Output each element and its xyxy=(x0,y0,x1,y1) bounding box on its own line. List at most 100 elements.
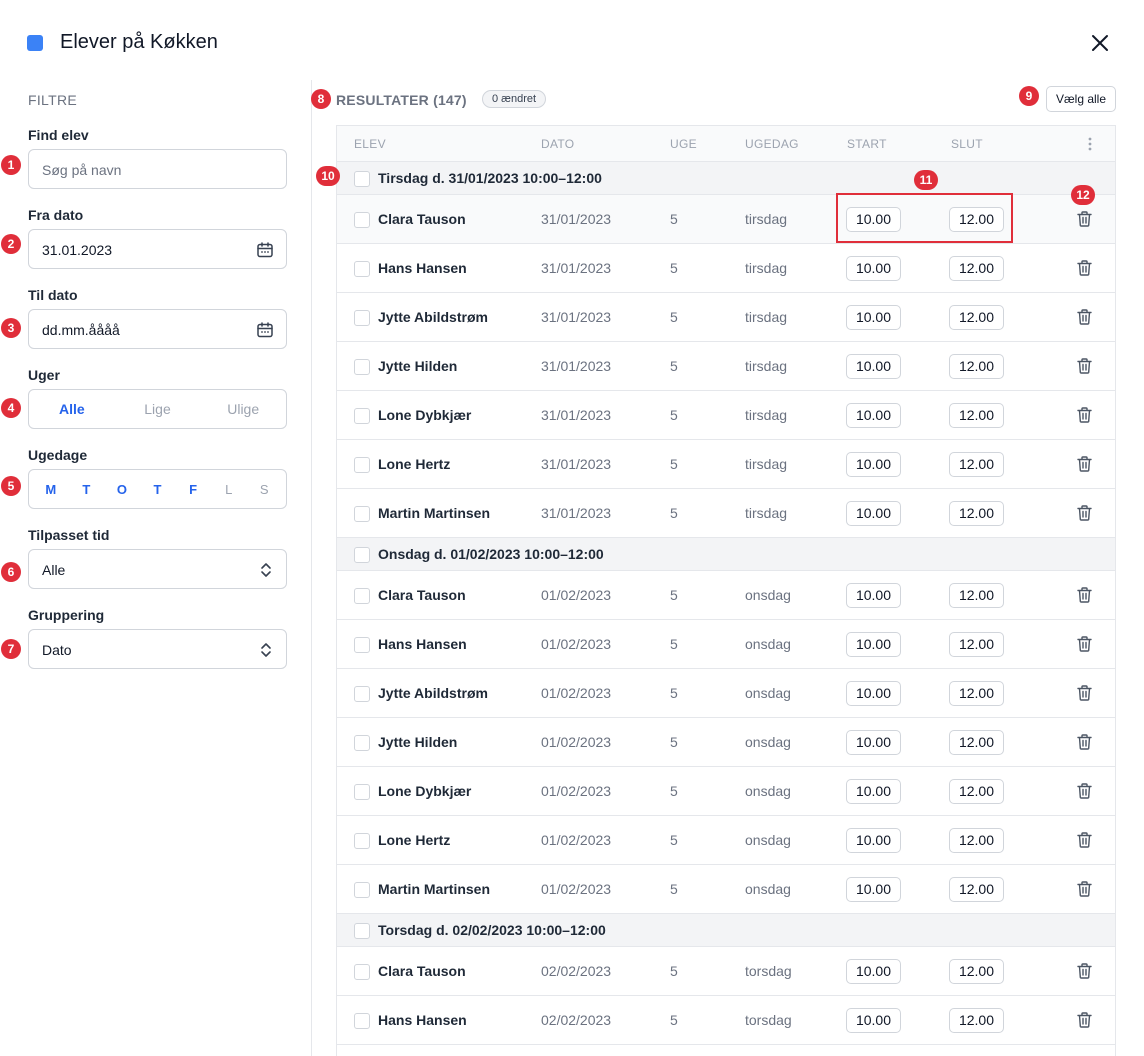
row-checkbox[interactable] xyxy=(354,310,370,326)
end-time-input[interactable]: 12.00 xyxy=(949,207,1004,232)
trash-icon[interactable] xyxy=(1076,962,1093,985)
start-time-input[interactable]: 10.00 xyxy=(846,256,901,281)
row-checkbox[interactable] xyxy=(354,964,370,980)
table-row[interactable]: Jytte Hilden 01/02/2023 5 onsdag 10.00 12.00 xyxy=(337,718,1115,767)
trash-icon[interactable] xyxy=(1076,357,1093,380)
end-time-input[interactable]: 12.00 xyxy=(949,730,1004,755)
end-time-input[interactable]: 12.00 xyxy=(949,632,1004,657)
group-checkbox[interactable] xyxy=(354,171,370,187)
start-time-input[interactable]: 10.00 xyxy=(846,501,901,526)
weekday-friday[interactable]: F xyxy=(189,481,198,497)
weekday-sunday[interactable]: S xyxy=(259,481,269,497)
table-row[interactable]: Lone Dybkjær 31/01/2023 5 tirsdag 10.00 12.00 xyxy=(337,391,1115,440)
column-header-student[interactable]: ELEV xyxy=(354,137,386,151)
end-time-input[interactable]: 12.00 xyxy=(949,354,1004,379)
end-time-input[interactable]: 12.00 xyxy=(949,779,1004,804)
trash-icon[interactable] xyxy=(1076,733,1093,756)
end-time-input[interactable]: 12.00 xyxy=(949,959,1004,984)
start-time-input[interactable]: 10.00 xyxy=(846,583,901,608)
adjusted-time-select[interactable]: Alle xyxy=(28,549,287,589)
table-row[interactable]: Jytte Abildstrøm 31/01/2023 5 tirsdag 10.00 1… xyxy=(337,293,1115,342)
end-time-input[interactable]: 12.00 xyxy=(949,583,1004,608)
trash-icon[interactable] xyxy=(1076,259,1093,282)
group-checkbox[interactable] xyxy=(354,547,370,563)
row-checkbox[interactable] xyxy=(354,506,370,522)
weekday-tuesday[interactable]: T xyxy=(82,481,91,497)
to-date-field[interactable]: dd.mm.åååå xyxy=(28,309,287,349)
row-checkbox[interactable] xyxy=(354,784,370,800)
trash-icon[interactable] xyxy=(1076,308,1093,331)
table-row[interactable]: Martin Martinsen 31/01/2023 5 tirsdag 10.00 1… xyxy=(337,489,1115,538)
row-checkbox[interactable] xyxy=(354,359,370,375)
close-icon[interactable] xyxy=(1087,30,1113,56)
start-time-input[interactable]: 10.00 xyxy=(846,305,901,330)
row-checkbox[interactable] xyxy=(354,833,370,849)
weeks-option-odd[interactable]: Ulige xyxy=(227,401,260,417)
table-row[interactable]: Clara Tauson 01/02/2023 5 onsdag 10.00 12.00 xyxy=(337,571,1115,620)
row-checkbox[interactable] xyxy=(354,261,370,277)
column-header-week[interactable]: UGE xyxy=(670,137,697,151)
table-row[interactable]: Hans Hansen 01/02/2023 5 onsdag 10.00 12.00 xyxy=(337,620,1115,669)
weeks-option-all[interactable]: Alle xyxy=(58,401,85,417)
start-time-input[interactable]: 10.00 xyxy=(846,877,901,902)
end-time-input[interactable]: 12.00 xyxy=(949,305,1004,330)
start-time-input[interactable]: 10.00 xyxy=(846,354,901,379)
row-checkbox[interactable] xyxy=(354,588,370,604)
weekday-saturday[interactable]: L xyxy=(225,481,233,497)
end-time-input[interactable]: 12.00 xyxy=(949,501,1004,526)
trash-icon[interactable] xyxy=(1076,635,1093,658)
row-checkbox[interactable] xyxy=(354,212,370,228)
row-checkbox[interactable] xyxy=(354,686,370,702)
end-time-input[interactable]: 12.00 xyxy=(949,403,1004,428)
table-row[interactable]: Clara Tauson 02/02/2023 5 torsdag 10.00 12.00 xyxy=(337,947,1115,996)
table-row[interactable]: Hans Hansen 31/01/2023 5 tirsdag 10.00 12.00 xyxy=(337,244,1115,293)
trash-icon[interactable] xyxy=(1076,782,1093,805)
end-time-input[interactable]: 12.00 xyxy=(949,452,1004,477)
trash-icon[interactable] xyxy=(1076,504,1093,527)
end-time-input[interactable]: 12.00 xyxy=(949,1008,1004,1033)
weekday-thursday[interactable]: T xyxy=(153,481,162,497)
column-header-end[interactable]: SLUT xyxy=(951,137,983,151)
weekday-monday[interactable]: M xyxy=(45,481,57,497)
calendar-icon[interactable] xyxy=(256,241,274,259)
row-checkbox[interactable] xyxy=(354,408,370,424)
grouping-select[interactable]: Dato xyxy=(28,629,287,669)
start-time-input[interactable]: 10.00 xyxy=(846,681,901,706)
table-row[interactable]: Lone Dybkjær 01/02/2023 5 onsdag 10.00 12.00 xyxy=(337,767,1115,816)
row-checkbox[interactable] xyxy=(354,457,370,473)
weeks-option-even[interactable]: Lige xyxy=(144,401,171,417)
group-checkbox[interactable] xyxy=(354,923,370,939)
row-checkbox[interactable] xyxy=(354,637,370,653)
start-time-input[interactable]: 10.00 xyxy=(846,1008,901,1033)
table-row[interactable]: Clara Tauson 31/01/2023 5 tirsdag 10.00 12.00 xyxy=(337,195,1115,244)
trash-icon[interactable] xyxy=(1076,831,1093,854)
start-time-input[interactable]: 10.00 xyxy=(846,632,901,657)
trash-icon[interactable] xyxy=(1076,406,1093,429)
table-row[interactable]: Lone Hertz 31/01/2023 5 tirsdag 10.00 12.00 xyxy=(337,440,1115,489)
end-time-input[interactable]: 12.00 xyxy=(949,256,1004,281)
search-input[interactable]: Søg på navn xyxy=(28,149,287,189)
trash-icon[interactable] xyxy=(1076,455,1093,478)
end-time-input[interactable]: 12.00 xyxy=(949,828,1004,853)
trash-icon[interactable] xyxy=(1076,684,1093,707)
trash-icon[interactable] xyxy=(1076,210,1093,233)
trash-icon[interactable] xyxy=(1076,880,1093,903)
start-time-input[interactable]: 10.00 xyxy=(846,959,901,984)
table-row[interactable]: Hans Hansen 02/02/2023 5 torsdag 10.00 12.00 xyxy=(337,996,1115,1045)
row-checkbox[interactable] xyxy=(354,1013,370,1029)
trash-icon[interactable] xyxy=(1076,586,1093,609)
row-checkbox[interactable] xyxy=(354,735,370,751)
column-header-start[interactable]: START xyxy=(847,137,887,151)
table-row[interactable]: Jytte Abildstrøm 01/02/2023 5 onsdag 10.00 12… xyxy=(337,669,1115,718)
more-options-icon[interactable] xyxy=(1088,136,1092,152)
weekday-wednesday[interactable]: O xyxy=(116,481,127,497)
start-time-input[interactable]: 10.00 xyxy=(846,828,901,853)
table-row[interactable]: Jytte Hilden 31/01/2023 5 tirsdag 10.00 12.00 xyxy=(337,342,1115,391)
start-time-input[interactable]: 10.00 xyxy=(846,730,901,755)
from-date-field[interactable]: 31.01.2023 xyxy=(28,229,287,269)
start-time-input[interactable]: 10.00 xyxy=(846,452,901,477)
trash-icon[interactable] xyxy=(1076,1011,1093,1034)
select-all-button[interactable]: Vælg alle xyxy=(1046,86,1116,112)
table-row[interactable]: Martin Martinsen 01/02/2023 5 onsdag 10.00 12… xyxy=(337,865,1115,914)
column-header-weekday[interactable]: UGEDAG xyxy=(745,137,799,151)
